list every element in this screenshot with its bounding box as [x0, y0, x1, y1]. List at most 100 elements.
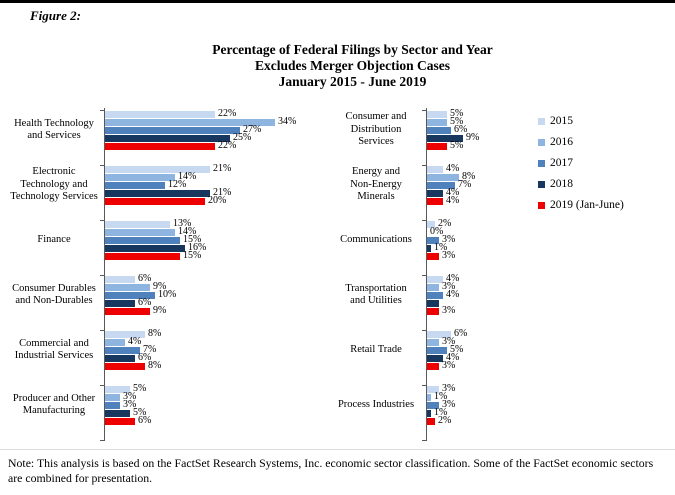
value-label: 8%: [148, 360, 162, 371]
category-label: Finance: [37, 233, 71, 245]
bar-2016: 3%: [427, 337, 455, 347]
bar-group: Consumer and Distribution Services 5% 5% 6%…: [330, 109, 660, 158]
bar-2018: 6%: [105, 298, 151, 308]
bar-2019janjune: 15%: [105, 251, 201, 261]
bar-2016: 3%: [427, 282, 455, 292]
legend-item-label: 2018: [550, 178, 573, 190]
value-label: 3%: [442, 250, 456, 261]
bar-2015: 2%: [427, 219, 451, 229]
legend-item: 2018: [538, 178, 573, 190]
value-label: 5%: [450, 344, 464, 355]
bar-2017: 7%: [427, 180, 471, 190]
bar-stack: 5% 3% 3% 5% 6%: [105, 384, 151, 426]
axis-tick: [100, 440, 104, 441]
bar-stack: 22% 34% 27% 25% 22%: [105, 109, 296, 151]
value-label: 6%: [138, 415, 152, 426]
bar-stack: 6% 3% 5% 4% 3%: [427, 329, 467, 371]
y-axis-line: [104, 108, 105, 441]
value-label: 4%: [446, 289, 460, 300]
bar-2016: 8%: [427, 172, 475, 182]
bar-2019janjune: 4%: [427, 196, 459, 206]
bar-2016: 9%: [105, 282, 166, 292]
legend-item-label: 2019 (Jan-June): [550, 199, 624, 211]
axis-tick: [100, 165, 104, 166]
axis-tick: [422, 165, 426, 166]
axis-tick: [422, 110, 426, 111]
value-label: 21%: [213, 163, 232, 174]
bar-stack: 21% 14% 12% 21% 20%: [105, 164, 231, 206]
value-label: 3%: [442, 383, 456, 394]
chart-title-line-3: January 2015 - June 2019: [278, 74, 427, 89]
value-label: 6%: [454, 124, 468, 135]
value-label: 3%: [442, 360, 456, 371]
legend-item: 2017: [538, 157, 573, 169]
value-label: 7%: [143, 344, 157, 355]
value-label: 4%: [446, 195, 460, 206]
axis-tick: [422, 440, 426, 441]
value-label: 5%: [133, 383, 147, 394]
axis-tick: [100, 110, 104, 111]
bar-2019janjune: 2%: [427, 416, 451, 426]
category-label: Producer and Other Manufacturing: [12, 392, 96, 417]
bar-2019janjune: 3%: [427, 361, 455, 371]
value-label: 21%: [213, 187, 232, 198]
value-label: 22%: [218, 140, 237, 151]
bar-2015: 8%: [105, 329, 161, 339]
bar-2017: 5%: [427, 345, 463, 355]
value-label: 9%: [153, 305, 167, 316]
bar-stack: 4% 3% 4% 3%: [427, 274, 459, 316]
value-label: 34%: [278, 116, 297, 127]
category-label: Process Industries: [337, 398, 415, 410]
y-axis-line: [426, 108, 427, 441]
value-label: 5%: [450, 140, 464, 151]
value-label: 13%: [173, 218, 192, 229]
value-label: 4%: [446, 163, 460, 174]
chart-title-line-2: Excludes Merger Objection Cases: [254, 58, 451, 73]
value-label: 22%: [218, 108, 237, 119]
value-label: 6%: [138, 273, 152, 284]
bar-2015: 5%: [427, 109, 463, 119]
bar-group: Finance 13% 14% 15% 16% 15%: [8, 219, 338, 268]
bar-2016: 3%: [105, 392, 136, 402]
bar-2015: 4%: [427, 274, 459, 284]
value-label: 5%: [450, 108, 464, 119]
bar-2015: 13%: [105, 219, 191, 229]
bar-2015: 22%: [105, 109, 236, 119]
bar-2015: 5%: [105, 384, 146, 394]
value-label: 3%: [442, 305, 456, 316]
value-label: 27%: [243, 124, 262, 135]
bar-2016: 14%: [105, 172, 196, 182]
bar-2019janjune: 8%: [105, 361, 161, 371]
bar-2019janjune: 3%: [427, 251, 455, 261]
bar-group: Electronic Technology and Technology Ser…: [8, 164, 338, 213]
bar-group: Process Industries 3% 1% 3% 1% 2%: [330, 384, 660, 433]
bar-2018: 6%: [105, 353, 151, 363]
bar-2017: 6%: [427, 125, 467, 135]
bar-2016: 14%: [105, 227, 196, 237]
bar-2016: 34%: [105, 117, 296, 127]
value-label: 5%: [133, 407, 147, 418]
chart-title: Percentage of Federal Filings by Sector …: [45, 42, 660, 90]
bar-2017: 15%: [105, 235, 201, 245]
bar-2015: 3%: [427, 384, 455, 394]
bar-2018: 1%: [427, 408, 447, 418]
chart-column-right: Consumer and Distribution Services 5% 5% 6%…: [330, 108, 660, 450]
bar-2015: 4%: [427, 164, 459, 174]
bar-2017: 4%: [427, 290, 459, 300]
figure-label: Figure 2:: [30, 8, 81, 23]
value-label: 1%: [434, 407, 448, 418]
bar-2018: 21%: [105, 188, 231, 198]
legend-item: 2019 (Jan-June): [538, 199, 624, 211]
bar-2019janjune: 22%: [105, 141, 236, 151]
value-label: 8%: [462, 171, 476, 182]
bar-2015: 6%: [105, 274, 151, 284]
bar-2018: 5%: [105, 408, 146, 418]
bar-2018: 9%: [427, 133, 479, 143]
value-label: 4%: [446, 187, 460, 198]
value-label: 6%: [138, 297, 152, 308]
value-label: 3%: [442, 234, 456, 245]
bar-2017: 27%: [105, 125, 261, 135]
bar-group: Consumer Durables and Non-Durables 6% 9% 10…: [8, 274, 338, 323]
bar-2018: 4%: [427, 353, 459, 363]
